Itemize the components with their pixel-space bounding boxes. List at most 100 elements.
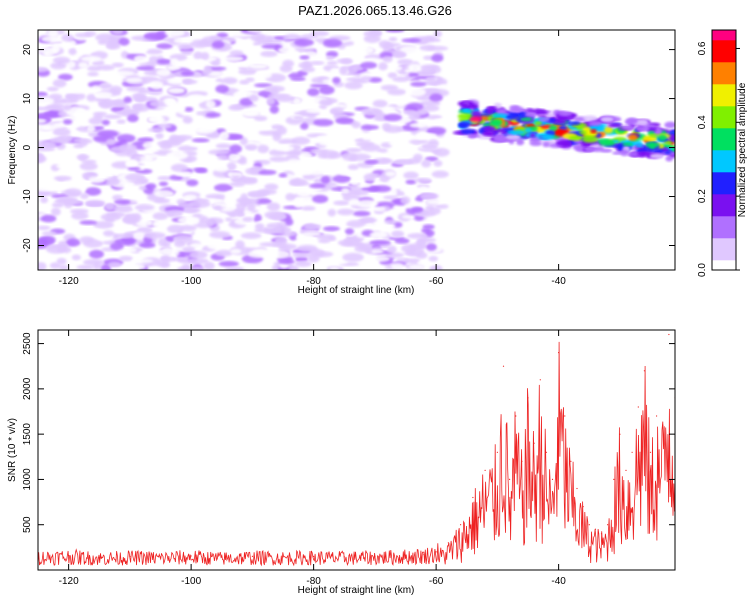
heatmap-cell [215, 249, 233, 257]
colorbar-swatch [712, 210, 736, 213]
colorbar-swatch [712, 246, 736, 249]
colorbar-swatch [712, 90, 736, 93]
heatmap-cell [271, 213, 286, 220]
heatmap-cell [294, 38, 314, 47]
heatmap-cell [266, 223, 280, 229]
snr-series-line [38, 341, 675, 567]
colorbar-swatch [712, 106, 736, 109]
heatmap-cell [573, 139, 584, 144]
colorbar-swatch [712, 82, 736, 85]
heatmap-cell [213, 205, 222, 210]
heatmap-cell [460, 103, 469, 108]
snr-data-point [631, 451, 633, 453]
colorbar-swatch [712, 108, 736, 111]
colorbar-swatch [712, 166, 736, 169]
heatmap-cell [132, 104, 143, 111]
heatmap-cell [300, 201, 313, 206]
heatmap-cell [114, 98, 126, 108]
colorbar-swatch [712, 208, 736, 211]
heatmap-cell [365, 222, 375, 231]
heatmap-cell [66, 88, 85, 94]
colorbar-swatch [712, 94, 736, 97]
heatmap-cell [137, 96, 158, 102]
snr-data-point [668, 333, 670, 336]
heatmap-cell [387, 245, 397, 254]
heatmap-cell [58, 264, 69, 270]
heatmap-cell [600, 117, 614, 122]
colorbar-swatch [712, 178, 736, 181]
heatmap-cell [426, 199, 444, 205]
heatmap-cell [539, 139, 555, 144]
colorbar-swatch [712, 150, 736, 153]
heatmap-cell [380, 84, 399, 91]
colorbar-swatch [712, 52, 736, 55]
heatmap-cell [293, 199, 304, 209]
heatmap-cell [94, 91, 113, 99]
heatmap-cell [301, 34, 318, 40]
colorbar-swatch [712, 236, 736, 239]
colorbar-swatch [712, 228, 736, 231]
heatmap-cell [224, 266, 247, 270]
heatmap-cell [174, 240, 186, 248]
heatmap-cell [135, 65, 155, 71]
heatmap-cell [103, 114, 122, 119]
x-tick-label: -80 [306, 576, 321, 587]
heatmap-cell [48, 30, 59, 37]
colorbar-swatch [712, 202, 736, 205]
heatmap-cell [112, 225, 128, 231]
heatmap-cell [38, 236, 56, 245]
heatmap-cell [143, 32, 165, 41]
heatmap-cell [425, 76, 437, 82]
heatmap-cell [68, 47, 77, 56]
heatmap-cell [663, 140, 674, 145]
heatmap-cell [186, 179, 199, 187]
heatmap-cell [167, 209, 183, 218]
x-tick-label: -60 [429, 276, 444, 287]
heatmap-cell [591, 145, 605, 152]
heatmap-cell [78, 154, 88, 162]
heatmap-cell [389, 188, 398, 197]
heatmap-cell [371, 249, 384, 254]
heatmap-cell [200, 52, 210, 61]
colorbar-swatch [712, 218, 736, 221]
heatmap-cell [372, 99, 388, 108]
heatmap-cell [126, 247, 137, 253]
heatmap-cell [49, 137, 70, 144]
heatmap-cell [607, 123, 623, 128]
heatmap-cell [332, 174, 351, 183]
heatmap-cell [259, 125, 272, 131]
heatmap-cell [127, 129, 148, 137]
heatmap-cell [570, 121, 581, 126]
colorbar-swatch [712, 172, 736, 175]
heatmap-cell [38, 140, 51, 149]
snr-data-point [496, 451, 498, 453]
heatmap-cell [64, 188, 82, 197]
colorbar-swatch [712, 200, 736, 203]
colorbar-swatch [712, 88, 736, 91]
heatmap-cell [103, 169, 113, 177]
heatmap-cell [86, 93, 97, 102]
heatmap-cell [645, 142, 660, 148]
heatmap-cell [548, 125, 558, 132]
colorbar-swatch [712, 180, 736, 183]
colorbar-tick-label: 0.2 [697, 189, 708, 203]
heatmap-cell [399, 46, 420, 55]
colorbar-ticks: 0.0 0.2 0.4 0.6 [697, 41, 740, 277]
heatmap-cell [79, 236, 95, 244]
heatmap-cell [468, 134, 481, 138]
colorbar-swatch [712, 134, 736, 137]
heatmap-cell [227, 66, 237, 73]
heatmap-cell [131, 258, 154, 264]
heatmap-cell [664, 121, 675, 129]
heatmap-cell [61, 210, 72, 216]
heatmap-cell [174, 171, 192, 177]
heatmap-cell [74, 108, 88, 117]
colorbar-swatch [712, 132, 736, 135]
colorbar-swatch [712, 242, 736, 245]
heatmap-cell [384, 65, 403, 72]
snr-data-point [564, 415, 566, 417]
heatmap-cell [288, 181, 310, 186]
heatmap-cell [100, 264, 112, 270]
snr-x-label: Height of straight line (km) [298, 585, 415, 596]
heatmap-cell [367, 263, 380, 270]
